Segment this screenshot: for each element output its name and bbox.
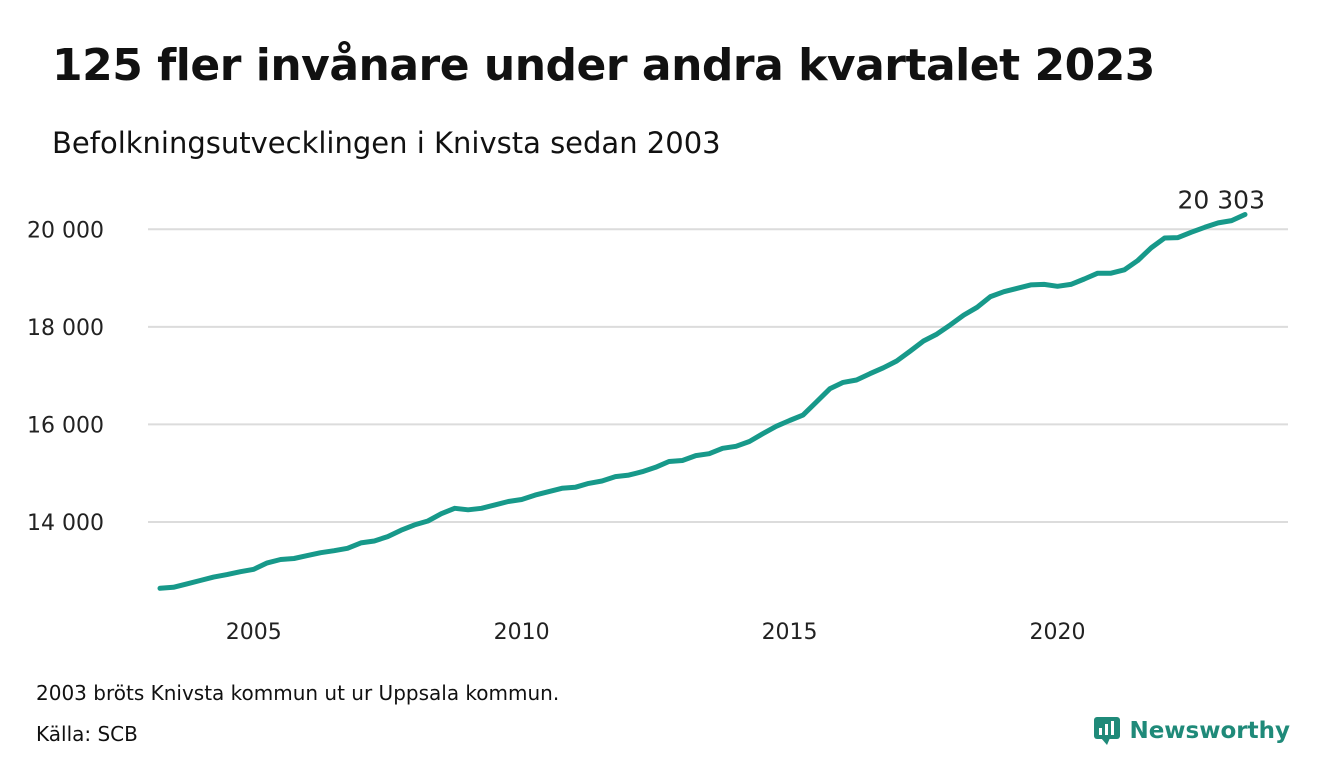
brand-name: Newsworthy <box>1129 718 1290 744</box>
x-tick-label: 2020 <box>1029 620 1085 645</box>
data-labels: 20 303 <box>1178 185 1265 214</box>
x-tick-label: 2010 <box>494 620 550 645</box>
chart-subtitle: Befolkningsutvecklingen i Knivsta sedan … <box>52 126 721 160</box>
series-lines <box>157 212 1248 591</box>
y-tick-label: 16 000 <box>27 413 104 438</box>
x-tick-label: 2015 <box>762 620 818 645</box>
x-axis-tick-labels: 2005 2010 2015 2020 <box>226 620 1086 645</box>
y-tick-label: 20 000 <box>27 218 104 243</box>
y-tick-label: 14 000 <box>27 511 104 536</box>
brand-logo[interactable]: Newsworthy <box>1093 716 1290 746</box>
line-chart: 14 000 16 000 18 000 20 000 2005 2010 2015 202… <box>27 185 1288 645</box>
y-tick-label: 18 000 <box>27 316 104 341</box>
newsworthy-logo-icon <box>1094 717 1121 745</box>
chart-title: 125 fler invånare under andra kvartalet … <box>52 40 1155 91</box>
y-axis-tick-labels: 14 000 16 000 18 000 20 000 <box>27 218 104 536</box>
series-line <box>157 212 1248 591</box>
gridlines <box>148 228 1288 523</box>
footnote: 2003 bröts Knivsta kommun ut ur Uppsala … <box>36 681 560 705</box>
x-tick-label: 2005 <box>226 620 282 645</box>
source-note: Källa: SCB <box>36 722 138 746</box>
end-value-label: 20 303 <box>1178 185 1265 214</box>
